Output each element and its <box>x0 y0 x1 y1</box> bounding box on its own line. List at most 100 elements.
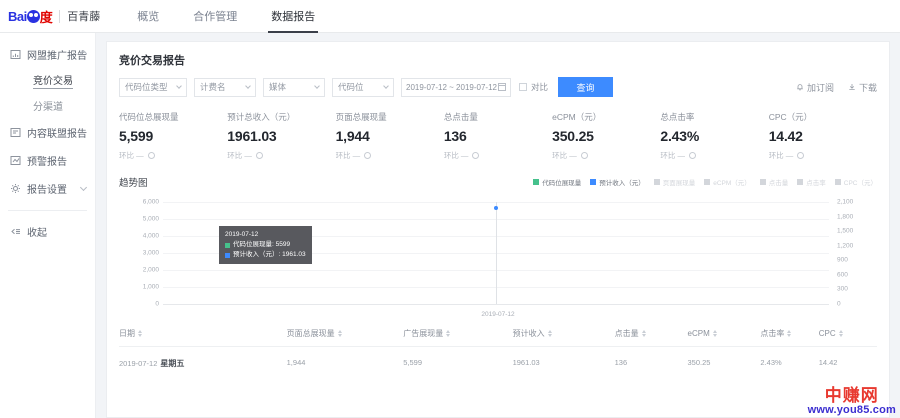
nav-item-data-report[interactable]: 数据报告 <box>254 0 332 33</box>
y-axis-right-tick: 2,100 <box>837 198 854 206</box>
info-icon[interactable] <box>255 152 263 159</box>
legend-label: 点击率 <box>806 180 826 187</box>
nav-item-cooperation[interactable]: 合作管理 <box>193 11 238 23</box>
filter-media[interactable]: 媒体 <box>263 77 325 97</box>
y-axis-left-tick: 6,000 <box>142 198 159 206</box>
compare-checkbox[interactable]: 对比 <box>519 81 548 93</box>
sidebar-item-content-alliance-report[interactable]: 内容联盟报告 <box>0 118 95 146</box>
sort-icon[interactable] <box>446 330 451 337</box>
metric-label: 页面总展现量 <box>335 112 387 122</box>
column-header-ctr[interactable]: 点击率 <box>760 328 818 339</box>
trend-chart[interactable]: 6,000 5,000 4,000 3,000 2,000 1,000 0 2,… <box>119 198 877 319</box>
legend-item-estimated-revenue[interactable]: 预计收入（元） <box>590 177 645 187</box>
calendar-icon <box>498 83 506 91</box>
top-navigation-bar: Bai 度 百青藤 概览 合作管理 数据报告 <box>0 0 900 33</box>
chart-crosshair <box>496 202 497 304</box>
sort-icon[interactable] <box>787 330 792 337</box>
y-axis-left-tick: 3,000 <box>142 249 159 257</box>
filter-value: 计费名 <box>200 82 226 92</box>
checkbox-box <box>519 83 527 91</box>
x-axis-tick-label: 2019-07-12 <box>481 311 515 318</box>
legend-item-code-impressions[interactable]: 代码位展现量 <box>533 177 581 187</box>
logo-area[interactable]: Bai 度 百青藤 <box>0 7 100 26</box>
info-icon[interactable] <box>472 152 480 159</box>
legend-swatch <box>834 179 841 185</box>
table-header-row: 日期 页面总展现量 广告展现量 预计收入 <box>119 328 877 347</box>
info-icon[interactable] <box>689 152 696 159</box>
download-button[interactable]: 下载 <box>848 81 877 94</box>
column-header-page-impressions[interactable]: 页面总展现量 <box>287 328 404 339</box>
tooltip-date: 2019-07-12 <box>225 231 259 238</box>
sidebar-item-report-settings[interactable]: 报告设置 <box>0 174 95 202</box>
sidebar: 网盟推广报告 竞价交易 分渠道 内容联盟报告 预警报告 <box>0 33 96 418</box>
chart-plot-area <box>163 202 829 305</box>
tooltip-text: 预计收入（元）: 1961.03 <box>233 251 306 259</box>
legend-swatch <box>797 179 804 185</box>
cell-date-value: 2019-07-12 <box>119 359 158 368</box>
column-header-cpc[interactable]: CPC <box>819 328 877 339</box>
tooltip-row: 代码位展现量: 5599 <box>225 240 306 250</box>
column-label: 点击量 <box>614 329 639 338</box>
info-icon[interactable] <box>797 152 805 159</box>
column-header-ecpm[interactable]: eCPM <box>688 328 761 339</box>
column-label: eCPM <box>687 329 710 338</box>
sort-icon[interactable] <box>547 330 552 337</box>
sort-icon[interactable] <box>138 330 142 337</box>
cell-cpc: 14.42 <box>818 358 838 367</box>
metric-card-estimated-revenue: 预计总收入（元） 1961.03 环比 — <box>227 111 335 161</box>
sidebar-collapse-button[interactable]: 收起 <box>0 217 95 245</box>
sidebar-divider <box>8 210 87 211</box>
column-header-clicks[interactable]: 点击量 <box>615 328 688 339</box>
watermark: 中赚网 www.you85.com <box>808 387 896 416</box>
sort-icon[interactable] <box>337 330 342 337</box>
alert-icon <box>10 155 21 166</box>
metric-label: eCPM（元） <box>552 112 602 122</box>
sort-icon[interactable] <box>712 330 717 337</box>
legend-item-page-impressions[interactable]: 页面展现量 <box>653 177 695 187</box>
metric-comparison: 环比 — <box>769 150 877 161</box>
legend-item-ctr[interactable]: 点击率 <box>797 177 826 187</box>
metric-comparison: 环比 — <box>444 150 552 161</box>
sort-icon[interactable] <box>838 330 843 337</box>
sidebar-label: 报告设置 <box>27 184 67 196</box>
date-range-value: 2019-07-12 ~ 2019-07-12 <box>406 82 497 92</box>
column-header-date[interactable]: 日期 <box>119 328 287 339</box>
y-axis-right-tick: 300 <box>837 285 848 293</box>
legend-item-ecpm[interactable]: eCPM（元） <box>704 177 751 187</box>
gear-icon <box>10 183 21 194</box>
cell-estimated-revenue: 1961.03 <box>512 358 540 367</box>
chart-data-point[interactable] <box>494 206 498 210</box>
subscribe-label: 加订阅 <box>806 82 834 93</box>
sidebar-sublabel: 竞价交易 <box>33 72 73 89</box>
sort-icon[interactable] <box>641 330 646 337</box>
filter-billing-name[interactable]: 计费名 <box>194 77 256 97</box>
metric-cards: 代码位总展现量 5,599 环比 — 预计总收入（元） 1961.03 环比 — <box>119 111 877 161</box>
legend-swatch <box>653 179 660 185</box>
tooltip-swatch <box>225 252 230 258</box>
date-range-picker[interactable]: 2019-07-12 ~ 2019-07-12 <box>401 77 511 97</box>
info-icon[interactable] <box>147 152 155 159</box>
legend-swatch <box>759 179 766 185</box>
chart-legend: 代码位展现量 预计收入（元） 页面展现量 eCPM（元） <box>524 177 877 187</box>
legend-label: 点击量 <box>768 180 789 187</box>
sidebar-item-network-promotion-report[interactable]: 网盟推广报告 <box>0 40 95 68</box>
chevron-down-icon[interactable] <box>79 183 88 192</box>
filter-code-position-type[interactable]: 代码位类型 <box>119 77 187 97</box>
page-title: 竞价交易报告 <box>119 55 185 67</box>
legend-item-cpc[interactable]: CPC（元） <box>834 177 877 187</box>
column-header-estimated-revenue[interactable]: 预计收入 <box>513 328 615 339</box>
column-header-ad-impressions[interactable]: 广告展现量 <box>403 328 512 339</box>
metric-value: 14.42 <box>768 128 803 144</box>
nav-item-overview[interactable]: 概览 <box>137 11 160 23</box>
info-icon[interactable] <box>364 152 372 159</box>
collapse-icon <box>10 226 21 237</box>
filter-code-position[interactable]: 代码位 <box>332 77 394 97</box>
legend-item-clicks[interactable]: 点击量 <box>759 177 789 187</box>
metric-card-ctr: 总点击率 2.43% 环比 — <box>660 111 768 161</box>
subscribe-button[interactable]: 加订阅 <box>796 81 834 94</box>
sidebar-item-alert-report[interactable]: 预警报告 <box>0 146 95 174</box>
sidebar-subitem-by-channel[interactable]: 分渠道 <box>0 93 95 118</box>
sidebar-subitem-bidding-transaction[interactable]: 竞价交易 <box>0 68 95 93</box>
info-icon[interactable] <box>580 152 588 159</box>
query-button[interactable]: 查询 <box>558 77 614 97</box>
